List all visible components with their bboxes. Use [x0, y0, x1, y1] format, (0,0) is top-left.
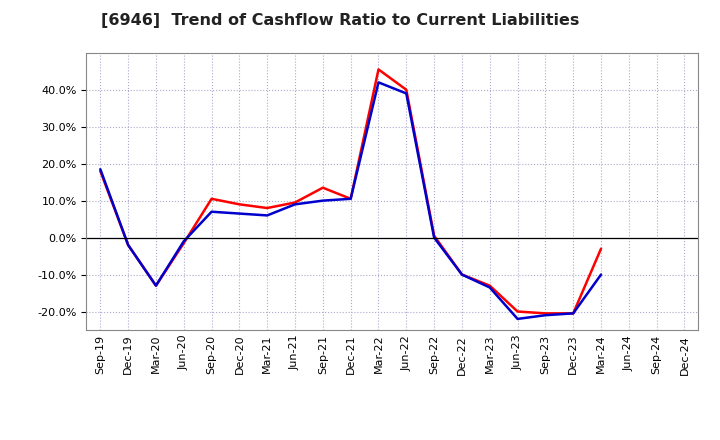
Operating CF to Current Liabilities: [207, 196, 216, 202]
Operating CF to Current Liabilities: [597, 246, 606, 251]
Operating CF to Current Liabilities: [346, 196, 355, 202]
Operating CF to Current Liabilities: [124, 242, 132, 248]
Operating CF to Current Liabilities: [513, 309, 522, 314]
Free CF to Current Liabilities: [318, 198, 327, 203]
Operating CF to Current Liabilities: [485, 283, 494, 288]
Free CF to Current Liabilities: [152, 283, 161, 288]
Free CF to Current Liabilities: [597, 272, 606, 277]
Free CF to Current Liabilities: [124, 242, 132, 248]
Free CF to Current Liabilities: [291, 202, 300, 207]
Free CF to Current Liabilities: [513, 316, 522, 322]
Free CF to Current Liabilities: [458, 272, 467, 277]
Operating CF to Current Liabilities: [402, 87, 410, 92]
Free CF to Current Liabilities: [485, 285, 494, 290]
Operating CF to Current Liabilities: [430, 233, 438, 238]
Operating CF to Current Liabilities: [235, 202, 243, 207]
Operating CF to Current Liabilities: [374, 67, 383, 72]
Text: [6946]  Trend of Cashflow Ratio to Current Liabilities: [6946] Trend of Cashflow Ratio to Curren…: [101, 13, 579, 28]
Operating CF to Current Liabilities: [569, 311, 577, 316]
Free CF to Current Liabilities: [207, 209, 216, 214]
Free CF to Current Liabilities: [430, 235, 438, 240]
Operating CF to Current Liabilities: [96, 169, 104, 174]
Free CF to Current Liabilities: [179, 238, 188, 244]
Line: Operating CF to Current Liabilities: Operating CF to Current Liabilities: [100, 70, 601, 313]
Free CF to Current Liabilities: [96, 167, 104, 172]
Operating CF to Current Liabilities: [179, 241, 188, 246]
Operating CF to Current Liabilities: [458, 272, 467, 277]
Operating CF to Current Liabilities: [152, 283, 161, 288]
Free CF to Current Liabilities: [263, 213, 271, 218]
Line: Free CF to Current Liabilities: Free CF to Current Liabilities: [100, 82, 601, 319]
Operating CF to Current Liabilities: [263, 205, 271, 211]
Free CF to Current Liabilities: [374, 80, 383, 85]
Free CF to Current Liabilities: [541, 312, 550, 318]
Operating CF to Current Liabilities: [541, 311, 550, 316]
Free CF to Current Liabilities: [235, 211, 243, 216]
Operating CF to Current Liabilities: [318, 185, 327, 191]
Free CF to Current Liabilities: [569, 311, 577, 316]
Operating CF to Current Liabilities: [291, 200, 300, 205]
Free CF to Current Liabilities: [346, 196, 355, 202]
Free CF to Current Liabilities: [402, 91, 410, 96]
